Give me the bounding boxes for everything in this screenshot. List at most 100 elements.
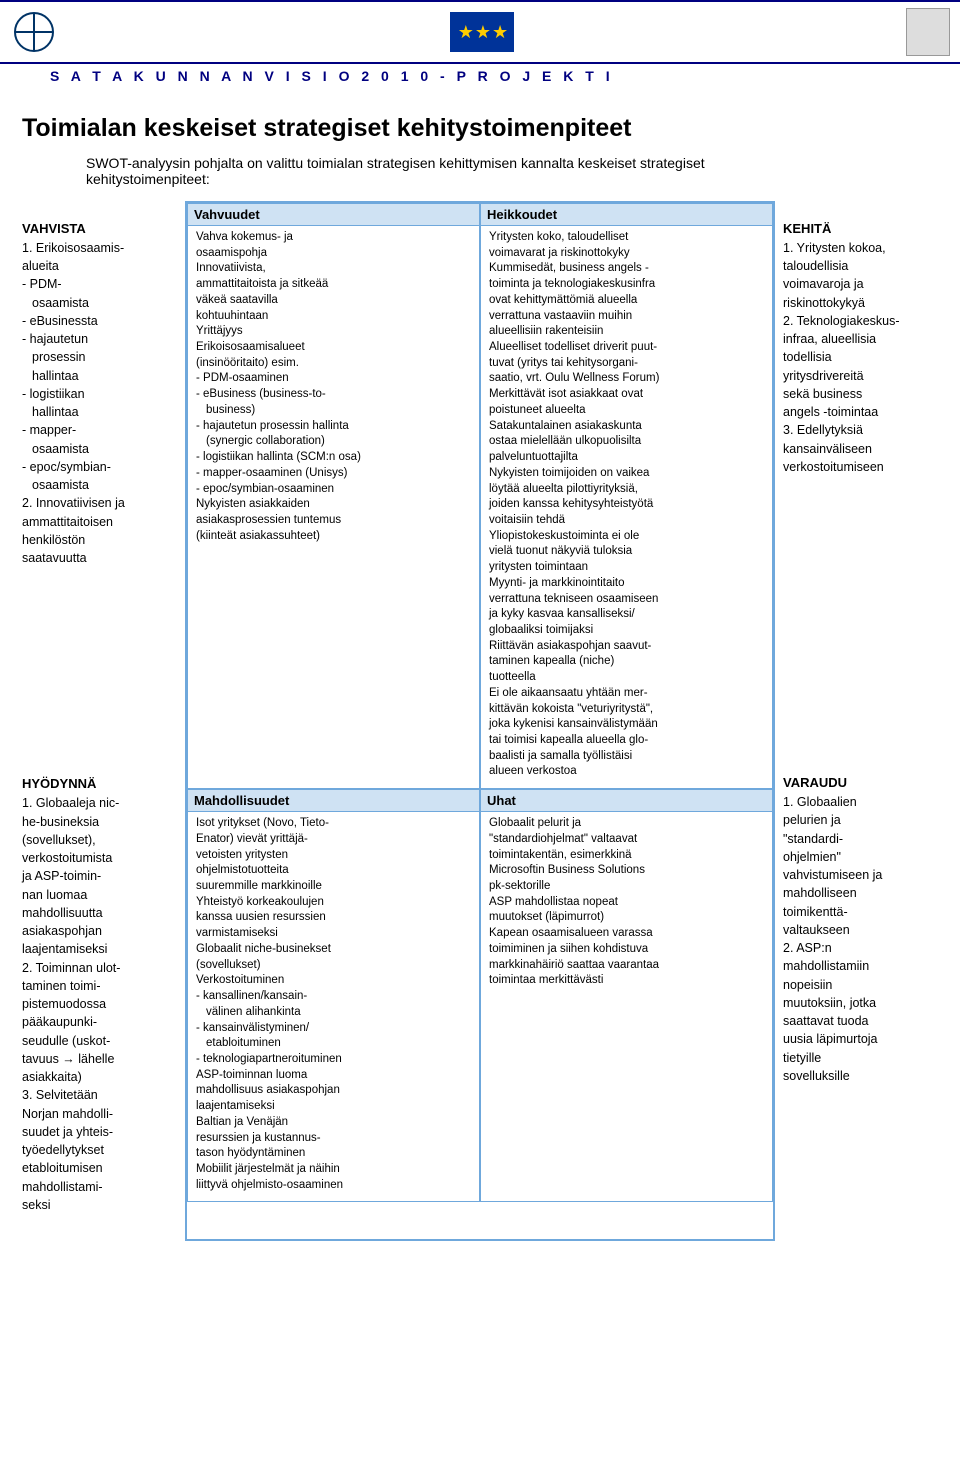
text-line: yritysten toimintaan <box>489 560 766 575</box>
text-line: globaaliksi toimijaksi <box>489 623 766 638</box>
text-line: vahvistumiseen ja <box>783 867 938 883</box>
text-line: etabloitumisen <box>22 1160 177 1176</box>
text-line: uusia läpimurtoja <box>783 1031 938 1047</box>
text-line: tuvat (yritys tai kehitysorgani- <box>489 356 766 371</box>
text-line: 2. Teknologiakeskus- <box>783 313 938 329</box>
kehita-items: 1. Yritysten kokoa,taloudellisiavoimavar… <box>783 240 938 475</box>
eu-flag-icon: ★ ★ ★ <box>450 12 514 52</box>
right-column: KEHITÄ 1. Yritysten kokoa,taloudellisiav… <box>783 201 938 1241</box>
text-line: 2. ASP:n <box>783 940 938 956</box>
text-line: työedellytykset <box>22 1142 177 1158</box>
text-line: - mapper-osaaminen (Unisys) <box>196 466 473 481</box>
text-line: tason hyödyntäminen <box>196 1146 473 1161</box>
text-line: sovelluksille <box>783 1068 938 1084</box>
text-line: suuremmille markkinoille <box>196 879 473 894</box>
text-line: muutokset (läpimurrot) <box>489 910 766 925</box>
text-line: infraa, alueellisia <box>783 331 938 347</box>
text-line: voitaisiin tehdä <box>489 513 766 528</box>
text-line: - kansainvälistyminen/ <box>196 1021 473 1036</box>
text-line: löytää alueelta pilottiyrityksiä, <box>489 482 766 497</box>
text-line: kohtuuhintaan <box>196 309 473 324</box>
layout-grid: VAHVISTA 1. Erikoisosaamis-alueita- PDM-… <box>22 201 938 1241</box>
text-line: 3. Edellytyksiä <box>783 422 938 438</box>
text-line: Norjan mahdolli- <box>22 1106 177 1122</box>
varaudu-block: VARAUDU 1. Globaalienpelurien ja"standar… <box>783 775 938 1084</box>
text-line: - epoc/symbian-osaaminen <box>196 482 473 497</box>
text-line: - eBusiness (business-to- <box>196 387 473 402</box>
text-line: todellisia <box>783 349 938 365</box>
swot-heikkoudet-body: Yritysten koko, taloudellisetvoimavarat … <box>481 226 772 788</box>
text-line: hallintaa <box>22 368 177 384</box>
swot-vahvuudet-title: Vahvuudet <box>188 204 479 226</box>
text-line: Merkittävät isot asiakkaat ovat <box>489 387 766 402</box>
text-line: baalisti ja samalla työllistäisi <box>489 749 766 764</box>
swot-row-bottom: Mahdollisuudet Isot yritykset (Novo, Tie… <box>187 789 773 1202</box>
text-line: välinen alihankinta <box>196 1005 473 1020</box>
text-line: Enator) vievät yrittäjä- <box>196 832 473 847</box>
text-line: ammattitaitoisen <box>22 514 177 530</box>
text-line: alueen verkostoa <box>489 764 766 779</box>
swot-mahdollisuudet-title: Mahdollisuudet <box>188 790 479 812</box>
text-line: kansainväliseen <box>783 441 938 457</box>
text-line: palveluntuottajilta <box>489 450 766 465</box>
text-line: poistuneet alueelta <box>489 403 766 418</box>
text-line: - PDM- <box>22 276 177 292</box>
page-content: Toimialan keskeiset strategiset kehityst… <box>0 94 960 1271</box>
text-line: taminen kapealla (niche) <box>489 654 766 669</box>
text-line: Microsoftin Business Solutions <box>489 863 766 878</box>
text-line: taloudellisia <box>783 258 938 274</box>
swot-mahdollisuudet-body: Isot yritykset (Novo, Tieto-Enator) viev… <box>188 812 479 1201</box>
text-line: resurssien ja kustannus- <box>196 1131 473 1146</box>
text-line: Riittävän asiakaspohjan saavut- <box>489 639 766 654</box>
hyodynna-title: HYÖDYNNÄ <box>22 776 177 793</box>
text-line: kanssa uusien resurssien <box>196 910 473 925</box>
swot-table: Vahvuudet Vahva kokemus- jaosaamispohjaI… <box>185 201 775 1241</box>
swot-uhat-body: Globaalit pelurit ja"standardiohjelmat" … <box>481 812 772 997</box>
text-line: henkilöstön <box>22 532 177 548</box>
kehita-block: KEHITÄ 1. Yritysten kokoa,taloudellisiav… <box>783 221 938 475</box>
text-line: "standardi- <box>783 831 938 847</box>
swot-vahvuudet-body: Vahva kokemus- jaosaamispohjaInnovatiivi… <box>188 226 479 552</box>
text-line: (insinööritaito) esim. <box>196 356 473 371</box>
text-line: mahdolliseen <box>783 885 938 901</box>
text-line: Yrittäjyys <box>196 324 473 339</box>
text-line: nan luomaa <box>22 887 177 903</box>
text-line: seudulle (uskot- <box>22 1033 177 1049</box>
text-line: joka kykenisi kansainvälistymään <box>489 717 766 732</box>
text-line: riskinottokykyä <box>783 295 938 311</box>
text-line: ovat kehittymättömiä alueella <box>489 293 766 308</box>
swot-uhat-title: Uhat <box>481 790 772 812</box>
text-line: prosessin <box>22 349 177 365</box>
swot-heikkoudet-title: Heikkoudet <box>481 204 772 226</box>
hyodynna-items: 1. Globaaleja nic-he-busineksia(sovelluk… <box>22 795 177 1213</box>
varaudu-title: VARAUDU <box>783 775 938 792</box>
text-line: osaamista <box>22 295 177 311</box>
hyodynna-block: HYÖDYNNÄ 1. Globaaleja nic-he-busineksia… <box>22 776 177 1213</box>
text-line: Baltian ja Venäjän <box>196 1115 473 1130</box>
text-line: - logistiikan <box>22 386 177 402</box>
text-line: liittyvä ohjelmisto-osaaminen <box>196 1178 473 1193</box>
text-line: toimiminen ja siihen kohdistuva <box>489 942 766 957</box>
text-line: joiden kanssa kehitysyhteistyötä <box>489 497 766 512</box>
text-line: (kiinteät asiakassuhteet) <box>196 529 473 544</box>
text-line: Alueelliset todelliset driverit puut- <box>489 340 766 355</box>
text-line: - logistiikan hallinta (SCM:n osa) <box>196 450 473 465</box>
text-line: mahdollistamiin <box>783 958 938 974</box>
text-line: saatio, vrt. Oulu Wellness Forum) <box>489 371 766 386</box>
text-line: pk-sektorille <box>489 879 766 894</box>
varaudu-items: 1. Globaalienpelurien ja"standardi-ohjel… <box>783 794 938 1084</box>
text-line: alueellisiin rakenteisiin <box>489 324 766 339</box>
text-line: Vahva kokemus- ja <box>196 230 473 245</box>
text-line: 2. Toiminnan ulot- <box>22 960 177 976</box>
text-line: vielä tuonut näkyviä tuloksia <box>489 544 766 559</box>
text-line: nopeisiin <box>783 977 938 993</box>
text-line: Nykyisten asiakkaiden <box>196 497 473 512</box>
text-line: - hajautetun <box>22 331 177 347</box>
text-line: Ei ole aikaansaatu yhtään mer- <box>489 686 766 701</box>
text-line: Globaalit niche-businekset <box>196 942 473 957</box>
text-line: - eBusinessta <box>22 313 177 329</box>
text-line: varmistamiseksi <box>196 926 473 941</box>
swot-heikkoudet: Heikkoudet Yritysten koko, taloudelliset… <box>480 203 773 789</box>
text-line: valtaukseen <box>783 922 938 938</box>
text-line: - teknologiapartneroituminen <box>196 1052 473 1067</box>
